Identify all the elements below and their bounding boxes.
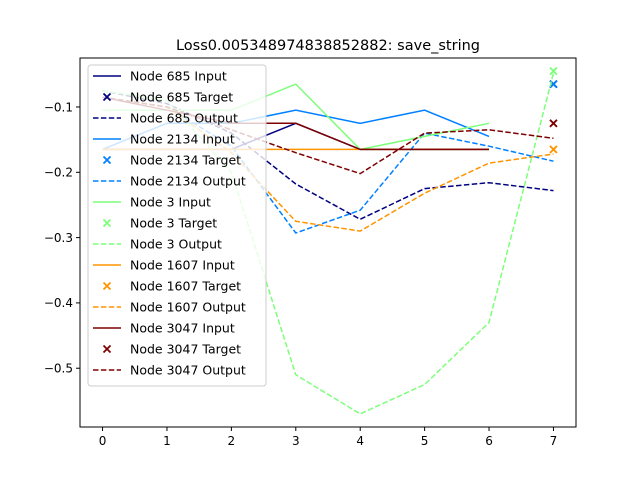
y-tick-label: −0.3 bbox=[44, 231, 73, 245]
legend-label: Node 1607 Target bbox=[130, 279, 241, 294]
node-3-target-marker bbox=[549, 66, 558, 76]
legend-label: Node 1607 Output bbox=[130, 300, 246, 315]
legend-label: Node 3 Output bbox=[130, 237, 222, 252]
legend: Node 685 Input Node 685 Target Node 685 Ou… bbox=[87, 64, 267, 387]
chart-title: Loss0.005348974838852882: save_string bbox=[176, 38, 480, 54]
node-3047-target-stroke bbox=[549, 119, 558, 128]
legend-label: Node 2134 Target bbox=[130, 153, 241, 168]
node-1607-target-marker bbox=[549, 145, 558, 154]
legend-label: Node 3047 Input bbox=[130, 321, 235, 336]
legend-swatch-stroke bbox=[102, 155, 112, 165]
legend-label: Node 2134 Output bbox=[130, 174, 246, 189]
legend-swatch-stroke bbox=[102, 281, 112, 291]
node-1607-output-line bbox=[102, 96, 554, 232]
node-1607-target-stroke bbox=[549, 145, 558, 154]
node-3047-output-line bbox=[102, 96, 554, 175]
node-3-target-stroke bbox=[549, 66, 558, 76]
x-tick-label: 7 bbox=[550, 434, 558, 448]
y-tick-label: −0.4 bbox=[44, 296, 73, 310]
legend-label: Node 3047 Target bbox=[130, 342, 241, 357]
legend-swatch-stroke bbox=[102, 344, 112, 354]
x-tick-label: 1 bbox=[163, 434, 171, 448]
legend-label: Node 3 Input bbox=[130, 195, 211, 210]
legend-swatch-stroke bbox=[102, 218, 112, 228]
node-685-output-line bbox=[102, 89, 554, 221]
legend-swatch-target bbox=[102, 155, 112, 165]
node-3047-target-marker bbox=[549, 119, 558, 128]
axes-frame bbox=[79, 57, 577, 428]
legend-label: Node 685 Target bbox=[130, 90, 233, 105]
legend-box bbox=[87, 64, 267, 387]
x-tick-label: 0 bbox=[99, 434, 107, 448]
legend-label: Node 1607 Input bbox=[130, 258, 235, 273]
legend-label: Node 3 Target bbox=[130, 216, 217, 231]
legend-label: Node 685 Input bbox=[130, 69, 227, 84]
x-tick-label: 4 bbox=[356, 434, 364, 448]
y-tick-label: −0.2 bbox=[44, 166, 73, 180]
x-tick-label: 6 bbox=[485, 434, 493, 448]
axes: 0 1 2 3 4 5 6 7 −0.5 −0.4 −0.3 −0.2 −0.1 bbox=[44, 57, 577, 448]
x-tick-label: 5 bbox=[421, 434, 429, 448]
legend-swatch-stroke bbox=[102, 92, 112, 102]
legend-swatch-target bbox=[102, 281, 112, 291]
legend-swatch-target bbox=[102, 92, 112, 102]
legend-swatch-target bbox=[102, 344, 112, 354]
legend-label: Node 3047 Output bbox=[130, 363, 246, 378]
x-tick-label: 2 bbox=[228, 434, 236, 448]
legend-label: Node 2134 Input bbox=[130, 132, 235, 147]
legend-label: Node 685 Output bbox=[130, 111, 238, 126]
node-2134-target-stroke bbox=[549, 79, 558, 89]
y-tick-label: −0.1 bbox=[44, 100, 73, 114]
x-tick-label: 3 bbox=[292, 434, 300, 448]
legend-swatch-target bbox=[102, 218, 112, 228]
y-tick-label: −0.5 bbox=[44, 362, 73, 376]
